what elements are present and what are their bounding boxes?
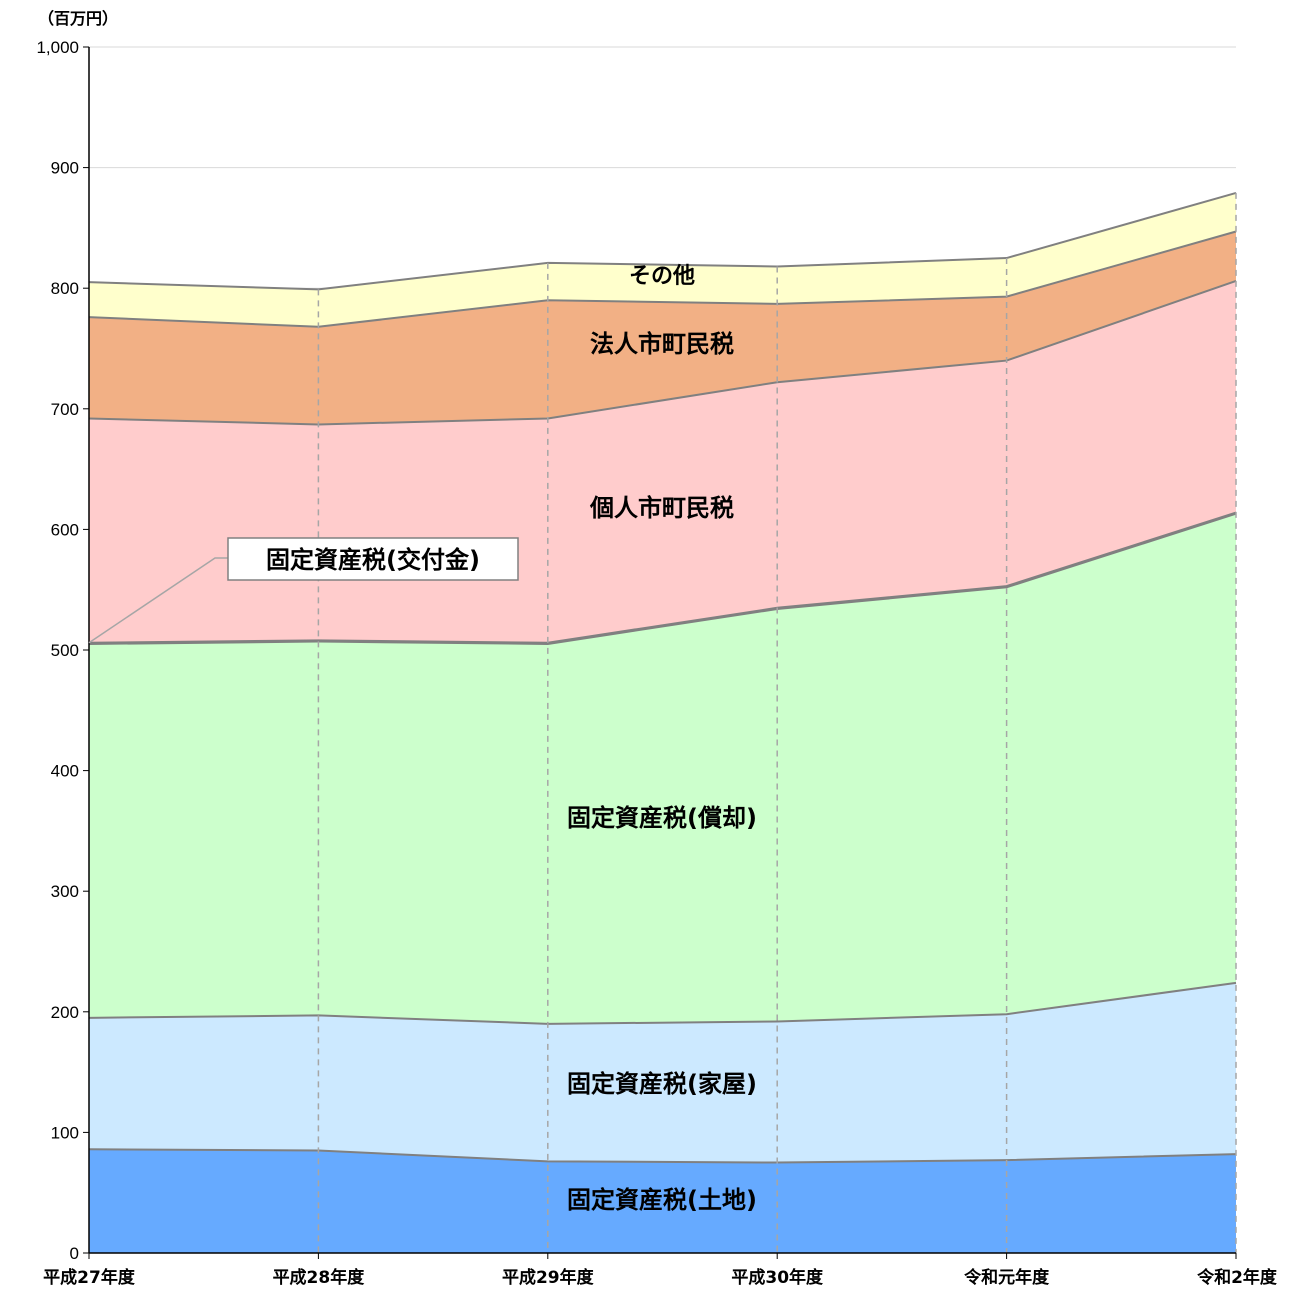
y-tick-label: 400 <box>51 762 79 781</box>
y-tick-label: 700 <box>51 400 79 419</box>
series-boundary-line-4 <box>88 280 1237 426</box>
series-boundary-line-5 <box>88 230 1237 328</box>
series-areas <box>88 191 1237 1253</box>
area-label: 固定資産税(土地) <box>567 1186 757 1214</box>
callout-label: 固定資産税(交付金) <box>266 546 480 574</box>
y-tick-label: 500 <box>51 641 79 660</box>
axes: 0 100 200 300 400 500 600 700 800 900 1,000 平成27年度 平… <box>36 38 1277 1288</box>
y-tick-label: 100 <box>51 1123 79 1142</box>
series-area-0 <box>89 1149 1236 1253</box>
x-tick-label: 平成30年度 <box>731 1267 824 1288</box>
y-tick-label: 800 <box>51 279 79 298</box>
callout-leader-line <box>88 557 228 644</box>
area-label: その他 <box>629 264 695 289</box>
y-axis-unit-label: （百万円） <box>38 9 118 28</box>
x-tick-label: 令和元年度 <box>964 1267 1050 1288</box>
x-tick-label: 平成27年度 <box>43 1267 136 1288</box>
y-tick-label: 900 <box>51 159 79 178</box>
area-label: 個人市町民税 <box>589 494 734 522</box>
x-tick-label: 平成28年度 <box>273 1267 366 1288</box>
category-guide-lines <box>317 192 1237 1253</box>
y-tick-label: 1,000 <box>36 38 79 57</box>
x-tick-label: 平成29年度 <box>502 1267 595 1288</box>
series-boundary-line-1 <box>88 981 1237 1025</box>
y-tick-label: 200 <box>51 1003 79 1022</box>
series-area-6 <box>89 192 1236 327</box>
y-tick-label: 0 <box>70 1244 79 1263</box>
area-labels: 固定資産税(土地) 固定資産税(家屋) 固定資産税(償却) 個人市町民税法人市町民税そ… <box>88 264 757 1214</box>
series-boundary-line-6 <box>88 191 1237 291</box>
series-area-2 <box>89 513 1236 1024</box>
x-tick-label: 令和2年度 <box>1197 1267 1278 1288</box>
series-boundary-line-2 <box>88 512 1237 645</box>
callout-box <box>227 537 519 581</box>
series-area-1 <box>89 982 1236 1163</box>
area-label: 固定資産税(償却) <box>567 804 757 832</box>
y-tick-label: 300 <box>51 882 79 901</box>
area-label: 法人市町民税 <box>590 330 734 358</box>
series-boundary-line-0 <box>88 1148 1237 1164</box>
area-label: 固定資産税(家屋) <box>567 1070 757 1098</box>
y-tick-label: 600 <box>51 520 79 539</box>
series-area-5 <box>89 231 1236 425</box>
series-boundary-line-3 <box>88 511 1237 644</box>
